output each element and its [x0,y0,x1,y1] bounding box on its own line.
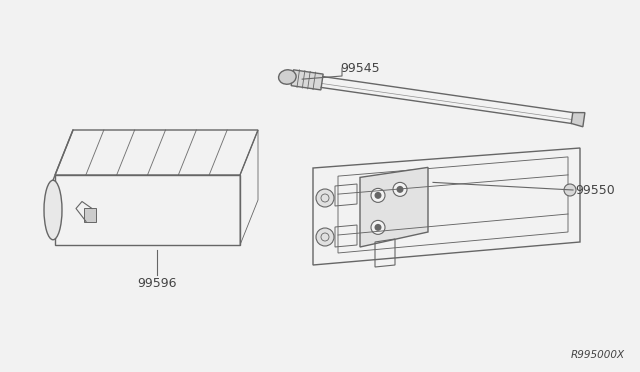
Polygon shape [360,167,428,247]
Circle shape [371,188,385,202]
Polygon shape [291,70,323,90]
Circle shape [374,224,381,231]
Circle shape [397,186,403,193]
Ellipse shape [278,70,296,84]
Circle shape [374,192,381,199]
Circle shape [316,228,334,246]
Circle shape [371,220,385,234]
Circle shape [316,189,334,207]
Bar [84,208,96,221]
Polygon shape [572,113,585,127]
Ellipse shape [44,180,62,240]
Circle shape [393,182,407,196]
Text: 99596: 99596 [137,277,177,290]
Text: 99550: 99550 [575,183,615,196]
Text: 99545: 99545 [340,61,380,74]
Text: R995000X: R995000X [571,350,625,360]
Circle shape [564,184,576,196]
